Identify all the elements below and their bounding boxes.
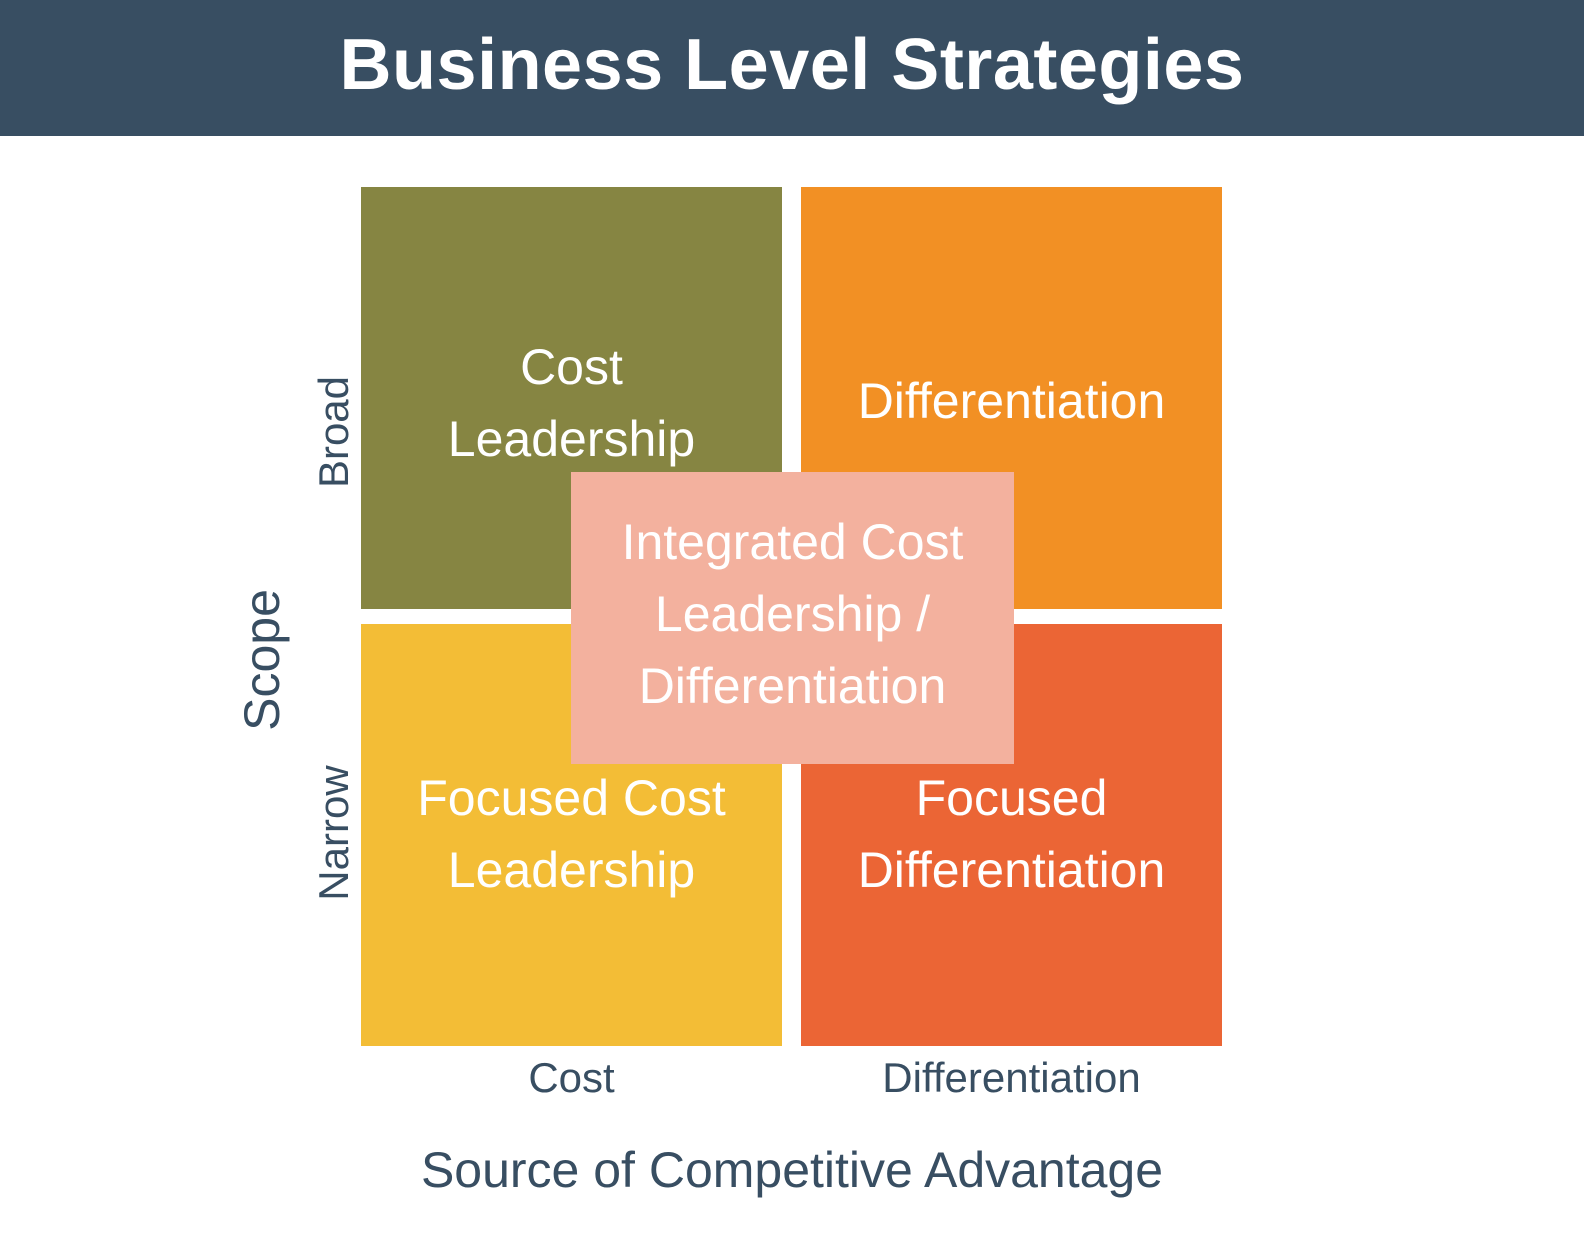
quadrant-integrated: Integrated Cost Leadership / Differentia… xyxy=(571,472,1014,764)
x-tick-cost: Cost xyxy=(528,1054,615,1101)
title-bar: Business Level Strategies xyxy=(0,0,1584,136)
y-axis-title: Scope xyxy=(234,589,290,731)
quadrant-label-cost-leadership: Cost Leadership xyxy=(447,339,696,467)
quadrant-label-integrated: Integrated Cost Leadership / Differentia… xyxy=(621,514,964,714)
page-title: Business Level Strategies xyxy=(339,25,1245,105)
quadrant-label-focused-differentiation: Focused Differentiation xyxy=(857,770,1166,898)
x-axis-title: Source of Competitive Advantage xyxy=(420,1142,1164,1198)
quadrant-label-focused-cost-leadership: Focused Cost Leadership xyxy=(417,770,726,898)
x-tick-differentiation: Differentiation xyxy=(882,1054,1141,1101)
y-tick-narrow: Narrow xyxy=(310,765,357,901)
y-tick-broad: Broad xyxy=(310,375,357,489)
quadrant-label-differentiation: Differentiation xyxy=(857,373,1166,429)
